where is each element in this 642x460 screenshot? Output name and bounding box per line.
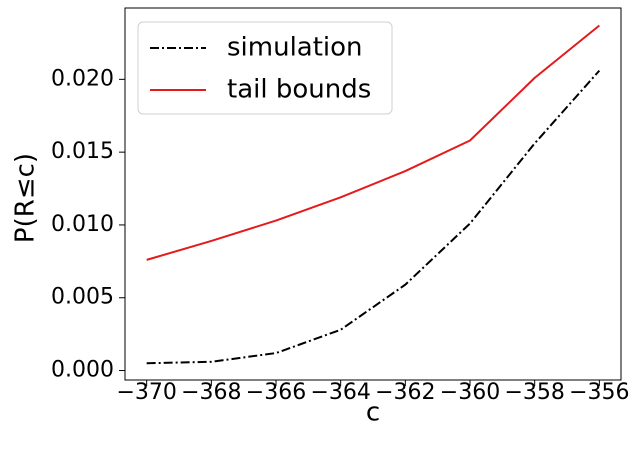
- y-axis-label: P(R≤c): [11, 153, 41, 243]
- x-tick-label: −356: [569, 380, 629, 405]
- legend-label-simulation: simulation: [227, 33, 363, 63]
- y-tick-label: 0.010: [51, 212, 114, 237]
- data-point-tail-bounds-3: [340, 196, 342, 198]
- data-point-simulation-4: [404, 284, 406, 286]
- data-point-simulation-0: [146, 362, 148, 364]
- data-point-simulation-1: [210, 361, 212, 363]
- data-point-simulation-6: [534, 142, 536, 144]
- x-tick-label: −370: [116, 380, 176, 405]
- x-tick-label: −364: [310, 380, 370, 405]
- legend-label-tail-bounds: tail bounds: [227, 75, 371, 105]
- y-tick-label: 0.005: [51, 285, 114, 310]
- x-tick-label: −360: [440, 380, 500, 405]
- data-point-tail-bounds-0: [146, 259, 148, 261]
- y-tick-label: 0.020: [51, 66, 114, 91]
- data-point-tail-bounds-5: [469, 139, 471, 141]
- series-line-simulation: [146, 69, 601, 365]
- y-tick-label: 0.000: [51, 358, 114, 383]
- x-axis-label: c: [366, 398, 380, 428]
- data-point-simulation-3: [340, 329, 342, 331]
- data-point-simulation-2: [275, 352, 277, 354]
- data-point-tail-bounds-6: [534, 77, 536, 79]
- x-tick-label: −368: [181, 380, 241, 405]
- series-line-tail-bounds: [146, 24, 600, 261]
- legend: simulation tail bounds: [137, 21, 393, 115]
- series-layer: [146, 24, 601, 365]
- data-point-simulation-7: [598, 70, 600, 72]
- x-tick-label: −362: [375, 380, 435, 405]
- data-point-tail-bounds-2: [275, 220, 277, 222]
- y-axis: 0.000 0.005 0.010 0.015 0.020: [51, 66, 125, 383]
- data-point-tail-bounds-1: [210, 240, 212, 242]
- x-tick-label: −358: [504, 380, 564, 405]
- x-axis: −370 −368 −366 −364 −362 −360 −358 −356: [116, 380, 630, 405]
- y-tick-label: 0.015: [51, 139, 114, 164]
- plot-frame: [124, 7, 622, 381]
- data-point-tail-bounds-4: [404, 170, 406, 172]
- x-tick-label: −366: [246, 380, 306, 405]
- data-point-simulation-5: [469, 222, 471, 224]
- data-point-tail-bounds-7: [598, 24, 600, 26]
